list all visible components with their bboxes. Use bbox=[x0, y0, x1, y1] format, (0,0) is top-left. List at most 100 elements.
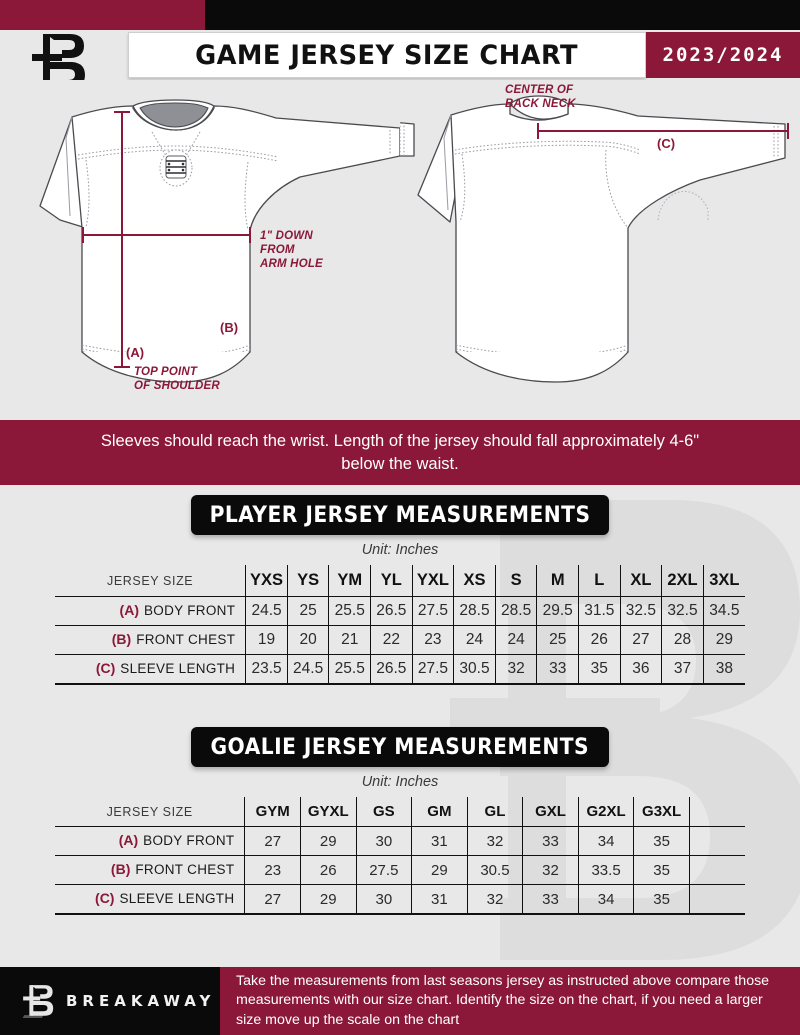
cell-xs-a: 28.5 bbox=[453, 596, 496, 626]
table-header-row: JERSEY SIZE GYM GYXL GS GM GL GXL G2XL G3XL bbox=[55, 797, 745, 827]
cell-gl-b: 30.5 bbox=[466, 855, 524, 885]
cell-g2xl-c: 34 bbox=[577, 884, 635, 915]
cell-3xl-c: 38 bbox=[702, 654, 745, 685]
measurement-label-b: (B) bbox=[220, 320, 239, 335]
cell-empty-b bbox=[688, 855, 745, 885]
note-one-inch-down-from-arm-hole: 1" DOWN FROM ARM HOLE bbox=[260, 229, 323, 271]
measurement-line-a bbox=[114, 111, 130, 368]
note-b-line1: 1" DOWN bbox=[260, 230, 313, 242]
size-header-ys: YS bbox=[286, 565, 330, 597]
cell-2xl-b: 28 bbox=[661, 625, 704, 655]
size-header-m: M bbox=[536, 565, 579, 597]
note-center-of-back-neck: CENTER OF BACK NECK bbox=[505, 83, 576, 111]
cell-s-b: 24 bbox=[494, 625, 538, 655]
note-c-line2: BACK NECK bbox=[505, 98, 576, 110]
cell-gym-c: 27 bbox=[244, 884, 301, 915]
row-label-a: (A) BODY FRONT bbox=[55, 826, 246, 856]
row-label-a: (A) BODY FRONT bbox=[55, 596, 247, 626]
cell-xl-c: 36 bbox=[619, 654, 663, 685]
footer-instruction: Take the measurements from last seasons … bbox=[220, 967, 800, 1035]
row-label-c: (C) SLEEVE LENGTH bbox=[55, 654, 247, 685]
cell-ym-c: 25.5 bbox=[328, 654, 372, 685]
table-row: (C) SLEEVE LENGTH 27 29 30 31 32 33 34 35 bbox=[55, 884, 745, 915]
cell-yl-a: 26.5 bbox=[370, 596, 413, 626]
size-header-g3xl: G3XL bbox=[633, 797, 690, 827]
cell-gxl-a: 33 bbox=[522, 826, 579, 856]
cell-2xl-a: 32.5 bbox=[661, 596, 704, 626]
season-year: 2023/2024 bbox=[662, 44, 784, 66]
cell-gl-c: 32 bbox=[466, 884, 524, 915]
cell-ys-a: 25 bbox=[286, 596, 330, 626]
page-title: GAME JERSEY SIZE CHART bbox=[195, 39, 579, 71]
size-header-ym: YM bbox=[328, 565, 372, 597]
player-jersey-section: PLAYER JERSEY MEASUREMENTS Unit: Inches … bbox=[0, 495, 800, 685]
cell-m-b: 25 bbox=[536, 625, 579, 655]
breakaway-b-logo-icon bbox=[22, 985, 54, 1018]
size-header-xs: XS bbox=[453, 565, 496, 597]
size-header-g2xl: G2XL bbox=[577, 797, 635, 827]
jersey-back-illustration bbox=[400, 95, 789, 383]
cell-gm-c: 31 bbox=[411, 884, 468, 915]
table-row: (B) FRONT CHEST 19 20 21 22 23 24 24 25 26 27 28 29 bbox=[55, 625, 745, 655]
season-year-plate: 2023/2024 bbox=[646, 32, 800, 78]
note-c-line1: CENTER OF bbox=[505, 84, 574, 96]
cell-gm-a: 31 bbox=[411, 826, 468, 856]
player-measurements-table: JERSEY SIZE YXS YS YM YL YXL XS S M L XL 2XL 3XL (A) B… bbox=[55, 565, 745, 685]
measurement-label-c: (C) bbox=[657, 136, 676, 151]
size-header-gl: GL bbox=[466, 797, 524, 827]
cell-g3xl-a: 35 bbox=[633, 826, 690, 856]
cell-gxl-c: 33 bbox=[522, 884, 579, 915]
title-plate: GAME JERSEY SIZE CHART bbox=[128, 32, 646, 78]
row-marker: (B) bbox=[110, 861, 131, 877]
cell-g2xl-b: 33.5 bbox=[577, 855, 635, 885]
size-header-gym: GYM bbox=[244, 797, 301, 827]
cell-m-a: 29.5 bbox=[536, 596, 579, 626]
note-a-line1: TOP POINT bbox=[134, 366, 198, 378]
row-label-text: FRONT CHEST bbox=[135, 862, 235, 877]
cell-gxl-b: 32 bbox=[522, 855, 579, 885]
footer-brand-name: BREAKAWAY bbox=[66, 992, 216, 1010]
cell-xl-b: 27 bbox=[619, 625, 663, 655]
cell-gs-b: 27.5 bbox=[355, 855, 413, 885]
cell-yxs-a: 24.5 bbox=[245, 596, 288, 626]
row-label-text: SLEEVE LENGTH bbox=[120, 661, 236, 676]
size-header-s: S bbox=[494, 565, 538, 597]
cell-ys-b: 20 bbox=[286, 625, 330, 655]
player-unit-label: Unit: Inches bbox=[361, 542, 439, 558]
row-marker: (A) bbox=[119, 602, 139, 618]
measurement-label-a: (A) bbox=[126, 345, 145, 360]
size-header-l: L bbox=[578, 565, 621, 597]
table-row: (A) BODY FRONT 27 29 30 31 32 33 34 35 bbox=[55, 826, 745, 856]
table-header-row: JERSEY SIZE YXS YS YM YL YXL XS S M L XL 2XL 3XL bbox=[55, 565, 745, 597]
goalie-jersey-section: GOALIE JERSEY MEASUREMENTS Unit: Inches … bbox=[0, 727, 800, 915]
cell-gs-c: 30 bbox=[355, 884, 413, 915]
cell-yxl-b: 23 bbox=[411, 625, 455, 655]
cell-ym-a: 25.5 bbox=[328, 596, 372, 626]
size-header-yxl: YXL bbox=[411, 565, 455, 597]
page-header: GAME JERSEY SIZE CHART 2023/2024 bbox=[0, 30, 800, 92]
row-marker: (B) bbox=[111, 631, 132, 647]
cell-ys-c: 24.5 bbox=[286, 654, 330, 685]
cell-2xl-c: 37 bbox=[661, 654, 704, 685]
cell-xs-b: 24 bbox=[453, 625, 496, 655]
note-b-line3: ARM HOLE bbox=[260, 258, 323, 270]
player-section-title-plate: PLAYER JERSEY MEASUREMENTS bbox=[191, 495, 609, 535]
cell-yxs-b: 19 bbox=[245, 625, 288, 655]
goalie-unit-label: Unit: Inches bbox=[361, 774, 439, 790]
cell-s-a: 28.5 bbox=[494, 596, 538, 626]
cell-yl-c: 26.5 bbox=[370, 654, 413, 685]
cell-l-b: 26 bbox=[578, 625, 621, 655]
note-top-point-of-shoulder: TOP POINT OF SHOULDER bbox=[134, 365, 220, 393]
cell-g2xl-a: 34 bbox=[577, 826, 635, 856]
header-logo-zone bbox=[0, 30, 128, 92]
row-marker: (C) bbox=[95, 660, 116, 676]
measurement-line-c bbox=[537, 123, 789, 139]
player-section-title: PLAYER JERSEY MEASUREMENTS bbox=[209, 502, 591, 528]
goalie-section-title: GOALIE JERSEY MEASUREMENTS bbox=[210, 734, 590, 760]
size-header-xl: XL bbox=[619, 565, 663, 597]
note-a-line2: OF SHOULDER bbox=[134, 380, 220, 392]
row-marker: (C) bbox=[95, 890, 115, 906]
cell-gyxl-c: 29 bbox=[299, 884, 357, 915]
row-label-text: BODY FRONT bbox=[143, 603, 236, 618]
cell-yxl-c: 27.5 bbox=[411, 654, 455, 685]
